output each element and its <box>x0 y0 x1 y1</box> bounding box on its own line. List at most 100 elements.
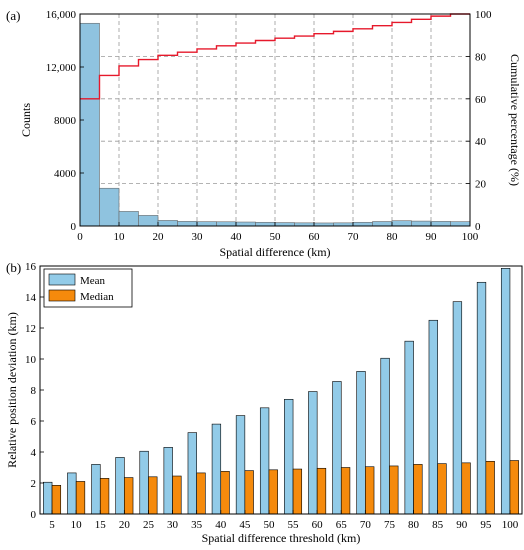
panel-a-bar <box>138 215 159 227</box>
panel-b-y-tick-label: 0 <box>31 509 37 521</box>
panel-b-y-tick-label: 14 <box>25 292 37 304</box>
panel-a-x-tick-label: 20 <box>153 231 165 243</box>
panel-b-x-tick-label: 70 <box>360 519 372 531</box>
panel-b-y-tick-label: 4 <box>31 447 37 459</box>
panel-b-bar-mean <box>235 415 246 515</box>
panel-a-x-tick-label: 60 <box>309 231 321 243</box>
panel-b-bar-median <box>292 468 303 515</box>
panel-b-bar-median <box>461 462 471 515</box>
panel-a-label: (a) <box>6 8 20 23</box>
panel-a-histogram: (a) 0 10 20 30 40 50 60 70 80 90 100 0 4000 8000 12,0… <box>6 8 522 259</box>
panel-b-y-ticks: 0 2 4 6 8 10 12 14 16 <box>25 261 44 521</box>
panel-a-bar <box>372 221 393 227</box>
panel-a-cumulative-line <box>80 13 470 100</box>
legend-label-median: Median <box>80 291 114 303</box>
panel-a-y-tick-label-left: 8000 <box>54 115 77 127</box>
panel-a-x-tick-label: 0 <box>77 231 83 243</box>
panel-b-x-tick-label: 10 <box>71 519 83 531</box>
panel-b-bar-mean <box>332 381 342 515</box>
panel-a-x-ticks: 0 10 20 30 40 50 60 70 80 90 100 <box>77 222 479 243</box>
panel-b-x-ticks: 5 10 15 20 25 30 35 40 45 50 55 60 65 70 75 80 85 90 95 100 <box>49 510 519 531</box>
panel-a-y-tick-label-right: 0 <box>475 221 481 233</box>
panel-a-bar <box>430 221 451 227</box>
panel-a-bar <box>255 221 276 227</box>
panel-b-bar-mean <box>43 481 53 515</box>
panel-a-x-tick-label: 90 <box>426 231 438 243</box>
panel-b-bar-median <box>220 471 230 515</box>
panel-b-y-tick-label: 6 <box>31 416 37 428</box>
panel-b-bar-mean <box>284 398 294 515</box>
panel-a-bar <box>177 221 198 227</box>
panel-b-label: (b) <box>6 260 21 275</box>
panel-b-bar-median <box>75 481 86 515</box>
legend-label-mean: Mean <box>80 275 106 287</box>
panel-b-x-tick-label: 15 <box>95 519 107 531</box>
panel-a-x-tick-label: 70 <box>348 231 360 243</box>
panel-b-bar-mean <box>259 407 270 515</box>
panel-a-bar <box>99 187 120 227</box>
panel-b-bar-mean <box>211 423 222 515</box>
panel-b-x-tick-label: 65 <box>336 519 348 531</box>
panel-a-bar <box>216 221 237 227</box>
panel-a-y-ticks-left: 0 4000 8000 12,000 16,000 <box>46 9 84 233</box>
panel-b-x-tick-label: 20 <box>119 519 131 531</box>
panel-b-bar-median <box>316 467 327 515</box>
legend-swatch-median <box>48 289 76 302</box>
panel-b-bars <box>43 268 519 515</box>
panel-b-bar-median <box>148 476 158 515</box>
panel-b-bar-mean <box>404 340 414 515</box>
panel-b-bar-mean <box>356 371 366 515</box>
panel-b-x-tick-label: 50 <box>263 519 275 531</box>
panel-b-x-tick-label: 95 <box>480 519 492 531</box>
panel-b-bar-median <box>172 475 182 515</box>
panel-b-bar-mean <box>452 301 463 515</box>
panel-b-bar-median <box>51 485 62 515</box>
panel-b-x-tick-label: 35 <box>191 519 203 531</box>
panel-a-x-axis-label: Spatial difference (km) <box>219 245 330 259</box>
panel-b-x-tick-label: 45 <box>239 519 251 531</box>
panel-a-bar <box>157 220 178 227</box>
panel-a-bar <box>450 221 471 227</box>
panel-b-legend: Mean Median <box>43 268 133 308</box>
panel-b-bar-median <box>413 464 423 515</box>
panel-b-x-tick-label: 30 <box>167 519 179 531</box>
panel-b-bar-mean <box>428 319 438 515</box>
panel-a-x-tick-label: 100 <box>462 231 479 243</box>
panel-b-bar-mean <box>187 432 197 515</box>
panel-b-bar-chart: (b) 5 10 15 20 25 30 35 40 45 50 55 60 65 70 75 80 85 90 9… <box>5 260 523 545</box>
panel-a-y-axis-label-left: Counts <box>19 103 33 137</box>
panel-b-x-tick-label: 90 <box>456 519 468 531</box>
panel-a-x-tick-label: 40 <box>231 231 243 243</box>
panel-a-x-tick-label: 80 <box>387 231 399 243</box>
panel-a-y-tick-label-right: 20 <box>475 179 487 191</box>
panel-a-bar <box>274 222 295 227</box>
panel-b-bar-mean <box>115 457 125 515</box>
panel-b-y-axis-label: Relative position deviation (km) <box>5 312 19 468</box>
panel-b-bar-median <box>365 466 375 515</box>
panel-a-y-tick-label-left: 4000 <box>54 168 77 180</box>
panel-b-x-tick-label: 85 <box>432 519 444 531</box>
panel-a-bars <box>79 22 471 227</box>
panel-b-y-tick-label: 2 <box>31 478 37 490</box>
panel-a-y-tick-label-left: 12,000 <box>46 62 77 74</box>
panel-b-bar-mean <box>476 281 487 515</box>
panel-b-bar-median <box>268 469 278 515</box>
panel-b-bar-median <box>485 460 495 515</box>
panel-b-bar-mean <box>308 391 318 515</box>
panel-b-x-axis-label: Spatial difference threshold (km) <box>202 531 361 545</box>
panel-b-x-tick-label: 55 <box>288 519 300 531</box>
panel-a-y-ticks-right: 0 20 40 60 80 100 <box>466 9 492 233</box>
panel-b-x-tick-label: 40 <box>215 519 227 531</box>
panel-a-bar <box>411 220 432 227</box>
panel-a-x-tick-label: 30 <box>192 231 204 243</box>
panel-a-y-tick-label-right: 60 <box>475 94 487 106</box>
panel-a-bar <box>118 211 139 227</box>
panel-a-bar <box>196 221 217 227</box>
panel-b-x-tick-label: 60 <box>312 519 324 531</box>
panel-b-y-tick-label: 8 <box>31 385 37 397</box>
panel-a-y-tick-label-right: 80 <box>475 51 487 63</box>
panel-a-bar <box>79 22 100 227</box>
panel-a-x-tick-label: 50 <box>270 231 282 243</box>
panel-b-y-tick-label: 10 <box>25 354 37 366</box>
